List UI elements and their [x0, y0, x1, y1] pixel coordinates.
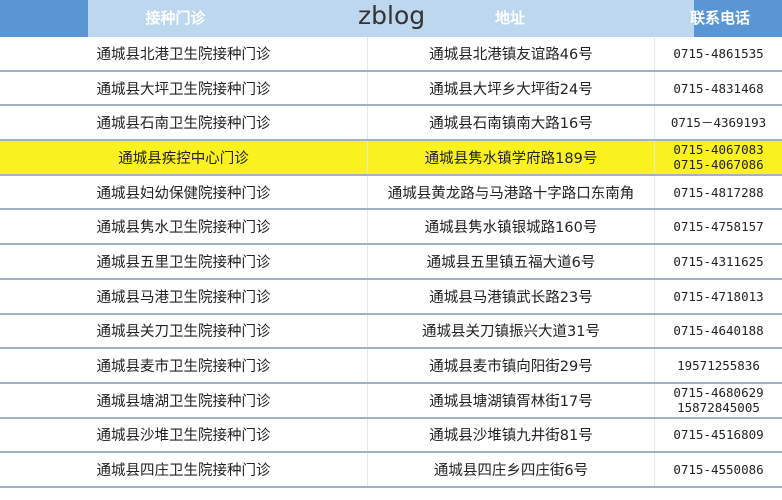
- clinic-phone: 0715-4311625: [655, 245, 782, 278]
- clinic-phone: 0715-4831468: [655, 72, 782, 105]
- clinic-address: 通城县五里镇五福大道6号: [367, 245, 655, 278]
- clinic-name: 通城县沙堆卫生院接种门诊: [96, 428, 271, 445]
- clinic-address: 通城县黄龙路与马港路十字路口东南角: [367, 175, 655, 209]
- phone-number: 0715-4718013: [673, 288, 764, 304]
- table-row: 通城县妇幼保健院接种门诊 通城县黄龙路与马港路十字路口东南角 0715-481728…: [0, 175, 782, 211]
- header-overlay: [88, 0, 694, 37]
- phone-number: 0715-4067083: [673, 142, 764, 158]
- clinic-name: 通城县塘湖卫生院接种门诊: [96, 393, 271, 410]
- clinic-address: 通城县四庄乡四庄街6号: [367, 453, 655, 486]
- clinic-phone: 0715-4550086: [655, 453, 782, 486]
- clinic-address: 通城县麦市镇向阳街29号: [367, 349, 655, 382]
- phone-number: 0715-4516809: [673, 427, 764, 443]
- clinic-name: 通城县妇幼保健院接种门诊: [96, 185, 271, 202]
- phone-number: 0715-4550086: [673, 462, 764, 478]
- clinic-address: 通城县隽水镇学府路189号: [367, 141, 655, 174]
- header-address: 地址: [494, 9, 525, 27]
- table-row: 通城县四庄卫生院接种门诊 通城县四庄乡四庄街6号 0715-4550086: [0, 453, 782, 488]
- clinic-phone: 0715-4817288: [655, 176, 782, 209]
- table-row: 通城县五里卫生院接种门诊 通城县五里镇五福大道6号 0715-4311625: [0, 245, 782, 280]
- clinic-address: 通城县大坪乡大坪街24号: [367, 71, 655, 105]
- clinic-phone: 0715-4516809: [655, 419, 782, 452]
- clinic-table: 通城县北港卫生院接种门诊 通城县北港镇友谊路46号 0715-4861535 通城县大…: [0, 37, 782, 488]
- clinic-address: 通城县北港镇友谊路46号: [367, 37, 655, 70]
- table-row: 通城县石南卫生院接种门诊 通城县石南镇南大路16号 0715－4369193: [0, 106, 782, 142]
- clinic-name: 通城县关刀卫生院接种门诊: [96, 324, 271, 341]
- clinic-address: 通城县石南镇南大路16号: [367, 106, 655, 140]
- phone-number: 0715－4369193: [670, 115, 767, 131]
- clinic-name: 通城县石南卫生院接种门诊: [96, 116, 271, 133]
- clinic-phone: 0715－4369193: [655, 106, 782, 139]
- clinic-phone: 0715-4718013: [655, 280, 782, 313]
- clinic-name: 通城县五里卫生院接种门诊: [96, 254, 271, 271]
- clinic-phone: 0715-4680629 15872845005: [655, 384, 782, 417]
- clinic-name: 通城县疾控中心门诊: [118, 150, 249, 167]
- table-row: 通城县隽水卫生院接种门诊 通城县隽水镇银城路160号 0715-4758157: [0, 210, 782, 246]
- header-clinic: 接种门诊: [145, 9, 206, 27]
- phone-number: 19571255836: [677, 358, 760, 374]
- phone-number: 0715-4861535: [673, 45, 764, 61]
- table-row: 通城县塘湖卫生院接种门诊 通城县塘湖镇胥林街17号 0715-4680629 1587…: [0, 383, 782, 419]
- table-row: 通城县沙堆卫生院接种门诊 通城县沙堆镇九井街81号 0715-4516809: [0, 418, 782, 454]
- clinic-phone: 0715-4861535: [655, 37, 782, 70]
- clinic-address: 通城县马港镇武长路23号: [367, 279, 655, 313]
- phone-number: 0715-4817288: [673, 184, 764, 200]
- table-row: 通城县马港卫生院接种门诊 通城县马港镇武长路23号 0715-4718013: [0, 279, 782, 315]
- phone-number: 0715-4758157: [673, 219, 764, 235]
- phone-number: 15872845005: [677, 400, 760, 416]
- clinic-phone: 0715-4758157: [655, 210, 782, 243]
- clinic-name: 通城县马港卫生院接种门诊: [96, 289, 271, 306]
- table-row: 通城县疾控中心门诊 通城县隽水镇学府路189号 0715-4067083 0715-4…: [0, 141, 782, 176]
- phone-number: 0715-4831468: [673, 80, 764, 96]
- clinic-phone: 0715-4640188: [655, 315, 782, 348]
- header-phone: 联系电话: [689, 9, 750, 27]
- clinic-phone: 0715-4067083 0715-4067086: [655, 141, 782, 174]
- clinic-name: 通城县麦市卫生院接种门诊: [96, 359, 271, 376]
- table-row: 通城县北港卫生院接种门诊 通城县北港镇友谊路46号 0715-4861535: [0, 37, 782, 72]
- phone-number: 0715-4680629: [673, 385, 764, 401]
- table-header: 接种门诊 zblog 地址 联系电话: [0, 0, 782, 37]
- clinic-address: 通城县塘湖镇胥林街17号: [367, 383, 655, 417]
- clinic-address: 通城县隽水镇银城路160号: [367, 210, 655, 244]
- clinic-name: 通城县大坪卫生院接种门诊: [96, 81, 271, 98]
- table-row: 通城县麦市卫生院接种门诊 通城县麦市镇向阳街29号 19571255836: [0, 349, 782, 384]
- table-row: 通城县大坪卫生院接种门诊 通城县大坪乡大坪街24号 0715-4831468: [0, 71, 782, 107]
- phone-number: 0715-4067086: [673, 157, 764, 173]
- phone-number: 0715-4640188: [673, 323, 764, 339]
- watermark: zblog: [358, 1, 426, 30]
- clinic-phone: 19571255836: [655, 349, 782, 382]
- phone-number: 0715-4311625: [673, 253, 764, 269]
- table-row: 通城县关刀卫生院接种门诊 通城县关刀镇振兴大道31号 0715-4640188: [0, 314, 782, 350]
- clinic-name: 通城县隽水卫生院接种门诊: [96, 220, 271, 237]
- clinic-name: 通城县四庄卫生院接种门诊: [96, 463, 271, 480]
- clinic-name: 通城县北港卫生院接种门诊: [96, 46, 271, 63]
- clinic-address: 通城县关刀镇振兴大道31号: [367, 314, 655, 348]
- clinic-address: 通城县沙堆镇九井街81号: [367, 418, 655, 452]
